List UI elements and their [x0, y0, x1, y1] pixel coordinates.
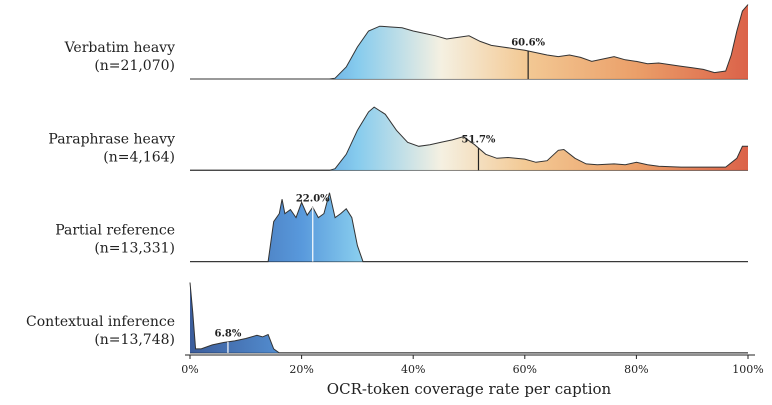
ridge-count: (n=21,070)	[94, 58, 175, 74]
x-tick-label: 0%	[181, 363, 198, 376]
median-label: 60.6%	[511, 37, 545, 48]
density-curve	[189, 282, 748, 354]
median-label: 6.8%	[214, 328, 241, 339]
ridge-name: Contextual inference	[26, 314, 175, 330]
ridge-count: (n=4,164)	[103, 149, 175, 165]
x-tick-label: 80%	[624, 363, 648, 376]
density-curve	[190, 4, 749, 80]
ridge-count: (n=13,331)	[94, 241, 175, 257]
median-label: 51.7%	[462, 135, 496, 146]
x-axis-label: OCR-token coverage rate per caption	[327, 380, 612, 398]
ridge-name: Paraphrase heavy	[48, 131, 175, 147]
density-area	[190, 107, 748, 171]
density-area	[190, 4, 748, 80]
x-tick-label: 20%	[289, 363, 313, 376]
density-area	[190, 282, 748, 353]
density-area	[190, 192, 748, 262]
density-curve	[190, 106, 748, 171]
ridge-name: Verbatim heavy	[64, 40, 175, 56]
ridge-count: (n=13,748)	[94, 332, 175, 348]
ridge-name: Partial reference	[55, 223, 175, 239]
x-tick-label: 100%	[732, 363, 763, 376]
x-tick-label: 40%	[401, 363, 425, 376]
median-label: 22.0%	[296, 194, 330, 205]
x-tick-label: 60%	[513, 363, 537, 376]
